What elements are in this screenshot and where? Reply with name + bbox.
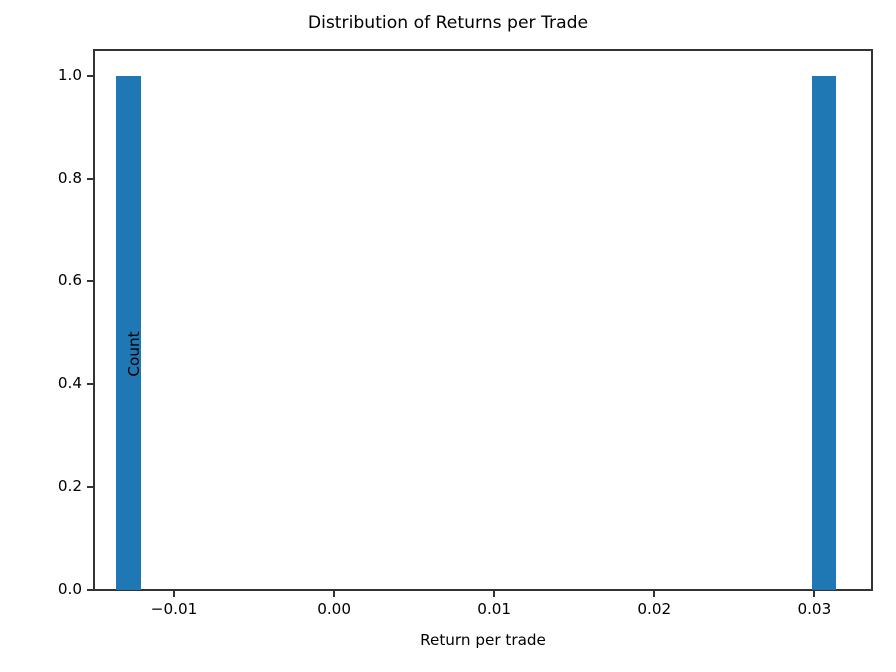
y-tick-label: 0.6 <box>57 271 82 290</box>
histogram-bar <box>811 75 836 590</box>
y-tick-label: 0.4 <box>57 374 82 393</box>
chart-title: Distribution of Returns per Trade <box>307 13 589 33</box>
x-tick-label: 0.00 <box>317 600 352 618</box>
x-tick-label: 0.03 <box>797 600 832 618</box>
axis-spine-left <box>93 49 95 591</box>
x-tick-label: 0.02 <box>637 600 672 618</box>
y-tick-mark <box>87 486 94 489</box>
axis-spine-right <box>871 49 873 591</box>
y-tick-label: 1.0 <box>57 65 82 84</box>
x-axis-label: Return per trade <box>420 631 546 649</box>
axis-spine-top <box>93 49 872 51</box>
x-tick-label: −0.01 <box>150 600 198 618</box>
y-tick-mark <box>87 74 94 77</box>
y-axis-label: Count <box>125 331 143 377</box>
histogram-bar <box>116 75 142 590</box>
y-tick-mark <box>87 383 94 386</box>
x-tick-mark <box>653 590 656 597</box>
x-tick-label: 0.01 <box>477 600 512 618</box>
y-tick-label: 0.2 <box>57 477 82 496</box>
x-tick-mark <box>333 590 336 597</box>
x-tick-mark <box>173 590 176 597</box>
chart-axes: −0.01 0.00 0.01 0.02 0.03 0.0 0.2 0.4 0.6 0.8 1.0… <box>58 49 873 618</box>
plot-area <box>94 50 872 590</box>
y-tick-mark <box>87 177 94 180</box>
y-tick-label: 0.8 <box>57 168 82 187</box>
y-tick-label: 0.0 <box>57 580 82 598</box>
y-tick-mark <box>87 280 94 283</box>
axis-spine-bottom <box>93 589 872 591</box>
x-tick-mark <box>813 590 816 597</box>
y-tick-mark <box>87 589 94 591</box>
x-tick-mark <box>493 590 496 597</box>
